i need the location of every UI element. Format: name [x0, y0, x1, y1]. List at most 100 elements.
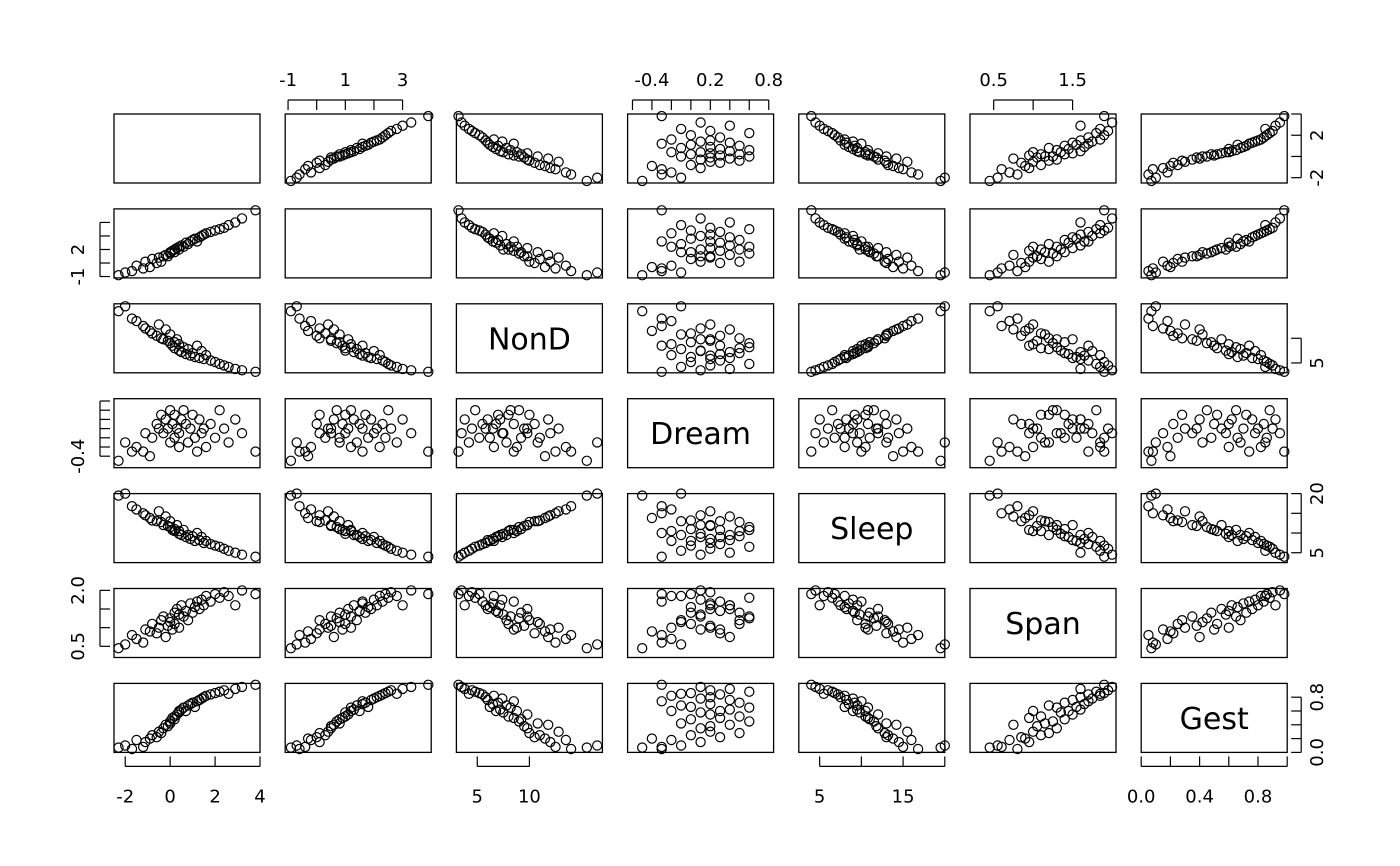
point-4-0-39	[230, 547, 241, 558]
point-0-3-28	[685, 139, 697, 150]
point-5-0-1	[119, 639, 131, 650]
point-2-3-11	[695, 334, 706, 345]
point-0-2-7	[534, 159, 546, 171]
point-5-3-21	[666, 622, 677, 633]
point-3-4-5	[893, 428, 905, 439]
point-5-4-21	[860, 622, 871, 633]
point-0-4-33	[839, 134, 850, 145]
point-4-6-17	[1206, 523, 1217, 535]
panel-frame-5-0	[113, 587, 261, 659]
point-4-3-32	[705, 537, 716, 549]
point-5-6-3	[1162, 633, 1173, 645]
point-1-5-10	[1043, 256, 1055, 267]
point-0-1-1	[291, 172, 302, 183]
point-2-1-12	[328, 324, 340, 335]
point-0-3-16	[714, 150, 726, 161]
point-6-1-15	[331, 716, 342, 727]
point-2-0-34	[205, 355, 216, 366]
point-3-0-1	[119, 437, 131, 448]
point-3-1-25	[351, 437, 362, 448]
point-4-1-0	[285, 490, 297, 501]
point-4-0-6	[144, 512, 156, 524]
point-0-2-37	[466, 125, 478, 137]
point-2-4-19	[872, 334, 884, 345]
point-5-6-25	[1235, 615, 1246, 626]
point-2-3-28	[685, 351, 697, 363]
point-3-6-37	[1267, 423, 1278, 434]
point-3-4-37	[822, 423, 834, 434]
point-4-2-2	[565, 501, 577, 512]
point-3-2-1	[592, 437, 603, 448]
point-1-0-36	[214, 223, 225, 235]
point-5-3-20	[695, 609, 706, 620]
point-5-4-12	[891, 631, 902, 643]
point-5-2-29	[508, 596, 519, 607]
point-2-3-40	[695, 365, 706, 376]
point-4-3-41	[656, 551, 667, 562]
point-6-3-15	[744, 716, 755, 727]
point-4-2-31	[497, 531, 508, 543]
point-2-3-36	[744, 358, 755, 370]
point-5-2-40	[456, 585, 467, 596]
point-0-2-4	[550, 163, 561, 175]
point-0-3-38	[675, 123, 687, 135]
point-6-3-41	[656, 679, 667, 691]
point-3-0-20	[173, 428, 185, 439]
point-2-3-5	[695, 323, 706, 334]
point-0-3-35	[685, 129, 697, 141]
tick-label-col-1-4: 3	[397, 70, 408, 91]
point-1-6-37	[1267, 222, 1278, 233]
point-5-6-16	[1208, 624, 1220, 635]
tick-label-row-6-0: 0.0	[1307, 738, 1328, 767]
point-6-3-26	[705, 698, 716, 710]
point-6-0-0	[113, 742, 124, 753]
point-2-1-25	[351, 343, 362, 355]
point-3-2-19	[522, 423, 533, 434]
point-6-5-15	[1047, 716, 1059, 727]
point-1-6-38	[1260, 219, 1271, 231]
point-6-0-4	[137, 741, 149, 753]
point-4-3-8	[714, 516, 726, 527]
point-5-2-41	[453, 588, 464, 600]
point-3-4-30	[841, 414, 852, 425]
point-4-5-8	[1016, 516, 1027, 527]
point-1-3-3	[666, 260, 677, 271]
point-3-2-34	[477, 418, 488, 430]
point-1-3-19	[705, 242, 716, 254]
point-5-6-41	[1279, 588, 1290, 600]
point-6-3-36	[744, 686, 755, 697]
point-2-5-27	[1059, 347, 1070, 359]
point-3-6-2	[1143, 446, 1154, 457]
point-3-4-29	[856, 446, 867, 457]
point-2-3-12	[724, 324, 736, 335]
point-4-1-40	[406, 549, 417, 560]
point-3-2-10	[524, 409, 535, 420]
point-3-5-36	[1091, 405, 1102, 416]
point-3-0-4	[137, 446, 149, 457]
point-6-2-41	[453, 679, 464, 691]
point-3-2-36	[470, 405, 481, 416]
point-2-6-15	[1201, 338, 1213, 349]
point-0-1-41	[423, 110, 434, 122]
point-5-4-9	[902, 622, 913, 633]
point-0-6-37	[1267, 125, 1278, 137]
point-2-4-14	[881, 329, 892, 340]
point-1-0-0	[113, 270, 124, 281]
point-6-3-5	[695, 736, 706, 748]
point-3-6-34	[1258, 418, 1270, 430]
point-5-1-24	[354, 605, 365, 617]
point-2-0-36	[214, 358, 225, 370]
point-6-3-33	[666, 690, 677, 702]
point-2-4-2	[912, 313, 924, 324]
point-4-0-41	[250, 551, 261, 562]
point-2-3-14	[675, 329, 687, 340]
point-2-3-39	[724, 363, 736, 375]
point-0-2-33	[488, 134, 500, 145]
point-0-3-24	[714, 143, 726, 155]
point-4-2-40	[456, 549, 467, 560]
panel-frame-1-1	[284, 208, 432, 279]
point-3-6-27	[1241, 409, 1252, 420]
point-1-3-10	[734, 256, 745, 267]
point-5-4-31	[847, 594, 859, 605]
point-4-6-10	[1176, 516, 1188, 528]
